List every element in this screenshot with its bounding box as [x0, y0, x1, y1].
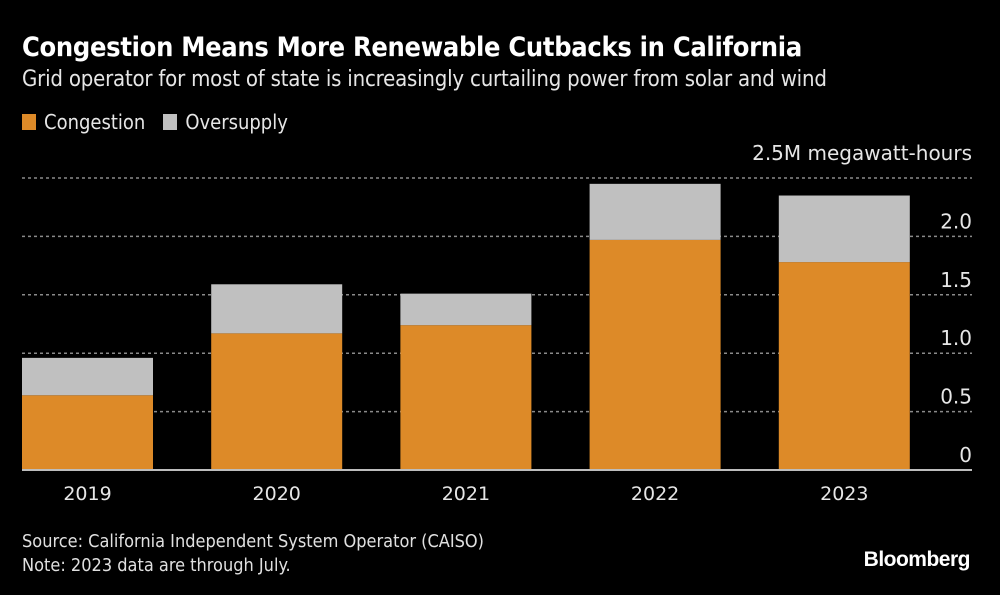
x-tick-label: 2022 — [631, 483, 679, 505]
bar-oversupply-2021 — [400, 293, 532, 326]
legend-item-oversupply: Oversupply — [163, 110, 288, 134]
legend-item-congestion: Congestion — [22, 110, 145, 134]
bar-oversupply-2022 — [589, 183, 721, 240]
legend-swatch-congestion — [22, 114, 36, 130]
y-tick-label: 1.0 — [940, 326, 972, 350]
chart-title: Congestion Means More Renewable Cutbacks… — [22, 32, 802, 63]
x-tick-label: 2019 — [63, 483, 111, 505]
footer: Source: California Independent System Op… — [22, 530, 484, 578]
y-tick-label: 2.0 — [940, 209, 972, 233]
bar-congestion-2023 — [778, 262, 910, 470]
x-tick-label: 2021 — [442, 483, 490, 505]
y-tick-label: 2.5M megawatt-hours — [752, 141, 972, 165]
legend: Congestion Oversupply — [22, 110, 306, 134]
data-note: Note: 2023 data are through July. — [22, 555, 291, 576]
legend-label-oversupply: Oversupply — [185, 110, 288, 134]
y-tick-label: 1.5 — [940, 268, 972, 292]
bloomberg-logo: Bloomberg — [863, 548, 971, 571]
legend-label-congestion: Congestion — [44, 110, 146, 134]
bar-congestion-2022 — [589, 239, 721, 470]
bar-oversupply-2019 — [22, 357, 153, 396]
chart-subtitle: Grid operator for most of state is incre… — [22, 67, 827, 92]
y-tick-label: 0 — [959, 443, 972, 467]
bar-oversupply-2023 — [778, 195, 910, 263]
bar-congestion-2020 — [211, 333, 343, 470]
x-tick-label: 2023 — [820, 483, 868, 505]
source-note: Source: California Independent System Op… — [22, 531, 484, 552]
y-tick-label: 0.5 — [940, 385, 972, 409]
legend-swatch-oversupply — [163, 114, 178, 130]
bar-oversupply-2020 — [211, 284, 343, 334]
bar-congestion-2019 — [22, 395, 153, 470]
x-tick-label: 2020 — [253, 483, 301, 505]
bar-congestion-2021 — [400, 325, 532, 470]
